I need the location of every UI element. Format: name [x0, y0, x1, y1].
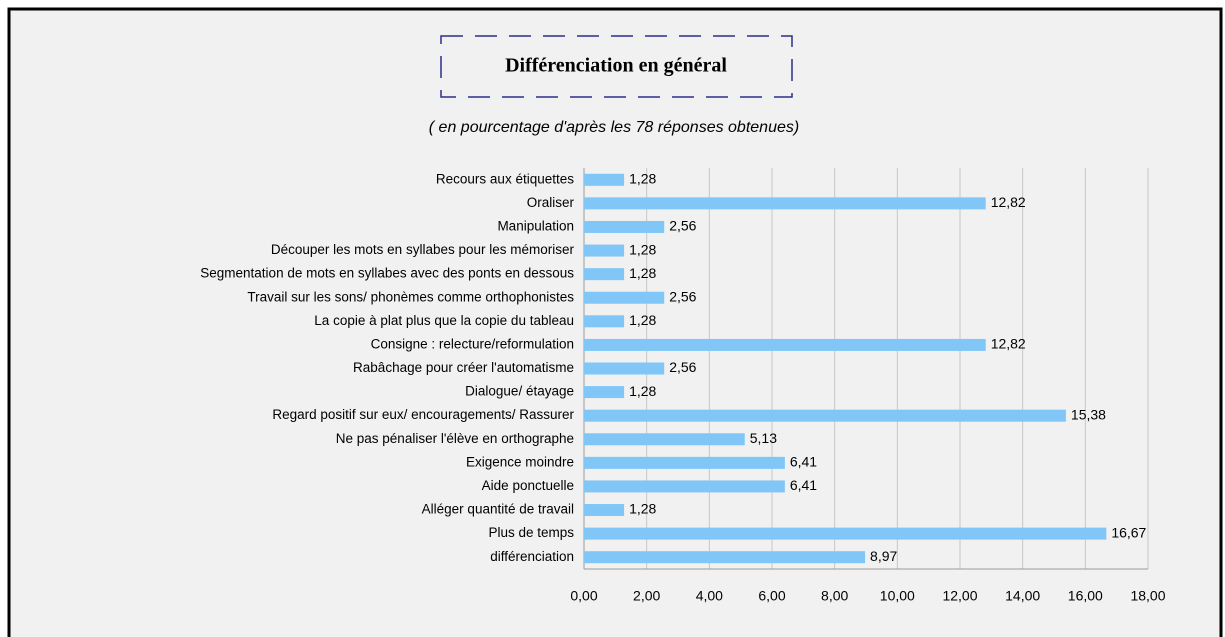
bar: [584, 291, 665, 304]
x-tick-label: 2,00: [633, 588, 660, 604]
x-tick-label: 16,00: [1068, 588, 1103, 604]
data-label: 12,82: [991, 336, 1026, 352]
data-label: 1,28: [629, 170, 656, 186]
bar: [584, 197, 986, 210]
data-label: 16,67: [1111, 524, 1146, 540]
bar: [584, 527, 1107, 540]
bar: [584, 551, 866, 564]
bar: [584, 409, 1066, 422]
y-tick-label: Rabâchage pour créer l'automatisme: [353, 360, 574, 375]
x-tick-label: 0,00: [570, 588, 597, 604]
x-tick-label: 12,00: [942, 588, 977, 604]
bar: [584, 362, 665, 375]
y-tick-label: Exigence moindre: [466, 454, 574, 469]
title-box: [440, 35, 793, 98]
y-tick-label: Découper les mots en syllabes pour les m…: [271, 242, 575, 257]
x-tick-label: 10,00: [880, 588, 915, 604]
bar: [584, 268, 625, 281]
data-label: 1,28: [629, 312, 656, 328]
bar: [584, 220, 665, 233]
x-tick-label: 14,00: [1005, 588, 1040, 604]
y-tick-label: Alléger quantité de travail: [422, 502, 574, 517]
bar: [584, 504, 625, 517]
data-label: 1,28: [629, 383, 656, 399]
bar: [584, 456, 785, 469]
bar: [584, 480, 785, 493]
chart-title: Différenciation en général: [505, 55, 727, 77]
data-label: 12,82: [991, 194, 1026, 210]
bar: [584, 386, 625, 399]
y-tick-label: Dialogue/ étayage: [465, 384, 574, 399]
y-tick-label: La copie à plat plus que la copie du tab…: [314, 313, 574, 328]
y-tick-label: différenciation: [490, 549, 574, 564]
data-label: 2,56: [669, 288, 696, 304]
y-tick-label: Aide ponctuelle: [482, 478, 574, 493]
y-tick-label: Oraliser: [527, 195, 575, 210]
bar: [584, 244, 625, 257]
y-tick-label: Segmentation de mots en syllabes avec de…: [200, 266, 574, 281]
bar: [584, 173, 625, 186]
data-label: 6,41: [790, 477, 817, 493]
data-label: 6,41: [790, 454, 817, 470]
x-tick-label: 4,00: [696, 588, 723, 604]
y-tick-label: Travail sur les sons/ phonèmes comme ort…: [247, 289, 574, 304]
data-label: 1,28: [629, 241, 656, 257]
bar: [584, 338, 986, 351]
bar: [584, 433, 745, 446]
data-label: 8,97: [870, 548, 897, 564]
data-label: 2,56: [669, 218, 696, 234]
x-tick-label: 6,00: [758, 588, 785, 604]
x-tick-label: 18,00: [1130, 588, 1165, 604]
y-tick-label: Plus de temps: [488, 525, 574, 540]
y-tick-label: Ne pas pénaliser l'élève en orthographe: [336, 431, 574, 446]
data-label: 5,13: [750, 430, 777, 446]
x-tick-label: 8,00: [821, 588, 848, 604]
y-tick-label: Recours aux étiquettes: [436, 171, 574, 186]
chart-subtitle: ( en pourcentage d'après les 78 réponses…: [429, 119, 799, 136]
data-label: 15,38: [1071, 406, 1106, 422]
bar: [584, 315, 625, 328]
y-tick-label: Consigne : relecture/reformulation: [371, 336, 574, 351]
y-tick-label: Regard positif sur eux/ encouragements/ …: [272, 407, 574, 422]
y-tick-label: Manipulation: [497, 219, 574, 234]
data-label: 2,56: [669, 359, 696, 375]
data-label: 1,28: [629, 501, 656, 517]
data-label: 1,28: [629, 265, 656, 281]
